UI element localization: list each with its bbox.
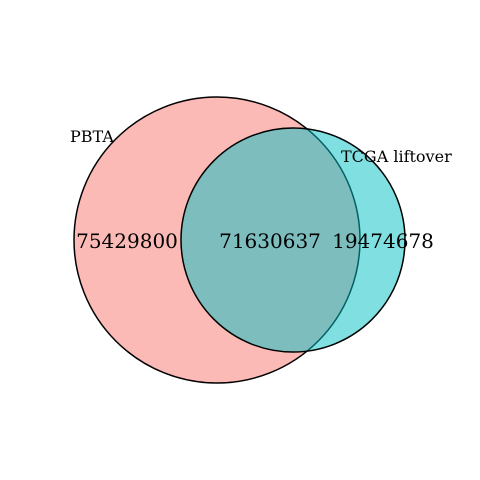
pbta-set-label: PBTA xyxy=(70,127,114,146)
pbta-only-count: 75429800 xyxy=(76,229,178,253)
intersection-count: 71630637 xyxy=(219,229,321,253)
tcga-liftover-circle xyxy=(180,127,406,353)
tcga-liftover-set-label: TCGA liftover xyxy=(341,147,452,166)
tcga-liftover-only-count: 19474678 xyxy=(332,229,434,253)
